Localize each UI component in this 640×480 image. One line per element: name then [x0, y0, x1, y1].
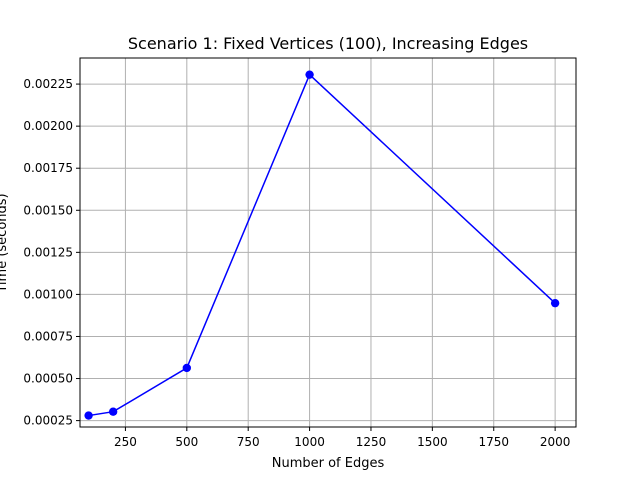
x-tick-label: 500 — [175, 435, 198, 449]
y-tick-label: 0.00200 — [23, 119, 73, 133]
y-tick-label: 0.00175 — [23, 161, 73, 175]
y-axis-ticks: 0.00025 0.00050 0.00075 0.00100 0.00125 0.001… — [23, 77, 80, 428]
grid — [80, 58, 576, 427]
x-tick-label: 2000 — [540, 435, 571, 449]
y-tick-label: 0.00050 — [23, 372, 73, 386]
x-axis-label: Number of Edges — [272, 456, 385, 471]
chart-title: Scenario 1: Fixed Vertices (100), Increa… — [128, 34, 528, 53]
x-tick-label: 1250 — [356, 435, 387, 449]
data-point — [84, 411, 93, 420]
y-tick-label: 0.00150 — [23, 203, 73, 217]
series-layer — [84, 70, 560, 420]
x-tick-label: 1750 — [478, 435, 509, 449]
data-point — [108, 407, 118, 416]
x-tick-label: 250 — [114, 435, 137, 449]
x-tick-label: 1000 — [294, 435, 325, 449]
axes-frame — [79, 57, 577, 428]
data-point — [550, 298, 560, 308]
x-tick-label: 1500 — [417, 435, 448, 449]
y-tick-label: 0.00075 — [23, 329, 73, 343]
y-tick-label: 0.00125 — [23, 245, 73, 259]
x-tick-label: 750 — [237, 435, 260, 449]
data-point — [182, 363, 192, 373]
y-tick-label: 0.00225 — [23, 77, 73, 91]
y-axis-label: Time (seconds) — [0, 193, 10, 293]
y-tick-label: 0.00100 — [23, 287, 73, 301]
data-point — [305, 70, 314, 79]
x-axis-ticks: 250 500 750 1000 1250 1500 1750 2000 — [114, 427, 570, 449]
y-tick-label: 0.00025 — [23, 414, 73, 428]
